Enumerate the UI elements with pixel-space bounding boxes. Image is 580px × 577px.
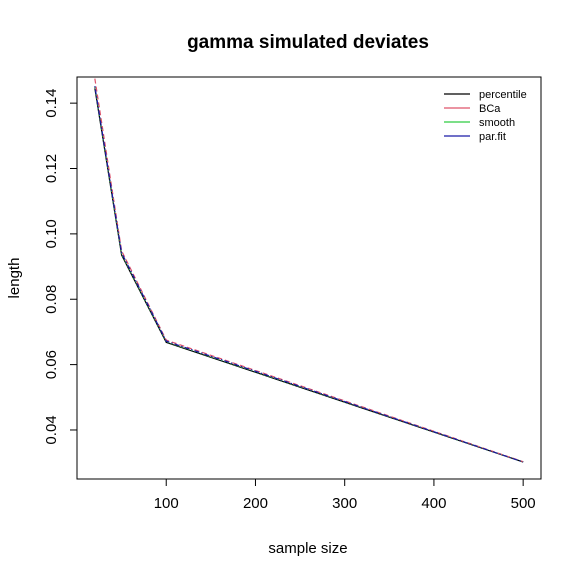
y-tick-label: 0.14 — [43, 89, 60, 118]
y-axis-label: length — [6, 258, 23, 299]
x-axis: 100 200 300 400 500 — [154, 479, 536, 512]
y-tick-label: 0.12 — [43, 154, 60, 183]
x-tick-label: 200 — [243, 495, 268, 512]
x-tick-label: 100 — [154, 495, 179, 512]
x-tick-label: 500 — [511, 495, 536, 512]
series-line-percentile — [94, 88, 524, 463]
series-line-bca — [94, 78, 524, 463]
series-line-smooth — [94, 86, 524, 463]
legend: percentile BCa smooth par.fit — [444, 89, 527, 143]
legend-label-percentile: percentile — [479, 89, 527, 101]
series-lines — [94, 78, 524, 463]
series-line-par-fit — [94, 86, 524, 463]
y-axis: 0.04 0.06 0.08 0.10 0.12 0.14 — [43, 89, 77, 445]
y-tick-label: 0.08 — [43, 285, 60, 314]
legend-label-bca: BCa — [479, 103, 501, 115]
x-axis-label: sample size — [268, 540, 347, 557]
x-tick-label: 400 — [421, 495, 446, 512]
chart-title: gamma simulated deviates — [187, 32, 429, 53]
x-tick-label: 300 — [332, 495, 357, 512]
y-tick-label: 0.04 — [43, 415, 60, 444]
y-tick-label: 0.10 — [43, 219, 60, 248]
y-tick-label: 0.06 — [43, 350, 60, 379]
plot-frame — [76, 76, 542, 480]
legend-label-smooth: smooth — [479, 117, 515, 129]
legend-label-par-fit: par.fit — [479, 131, 506, 143]
